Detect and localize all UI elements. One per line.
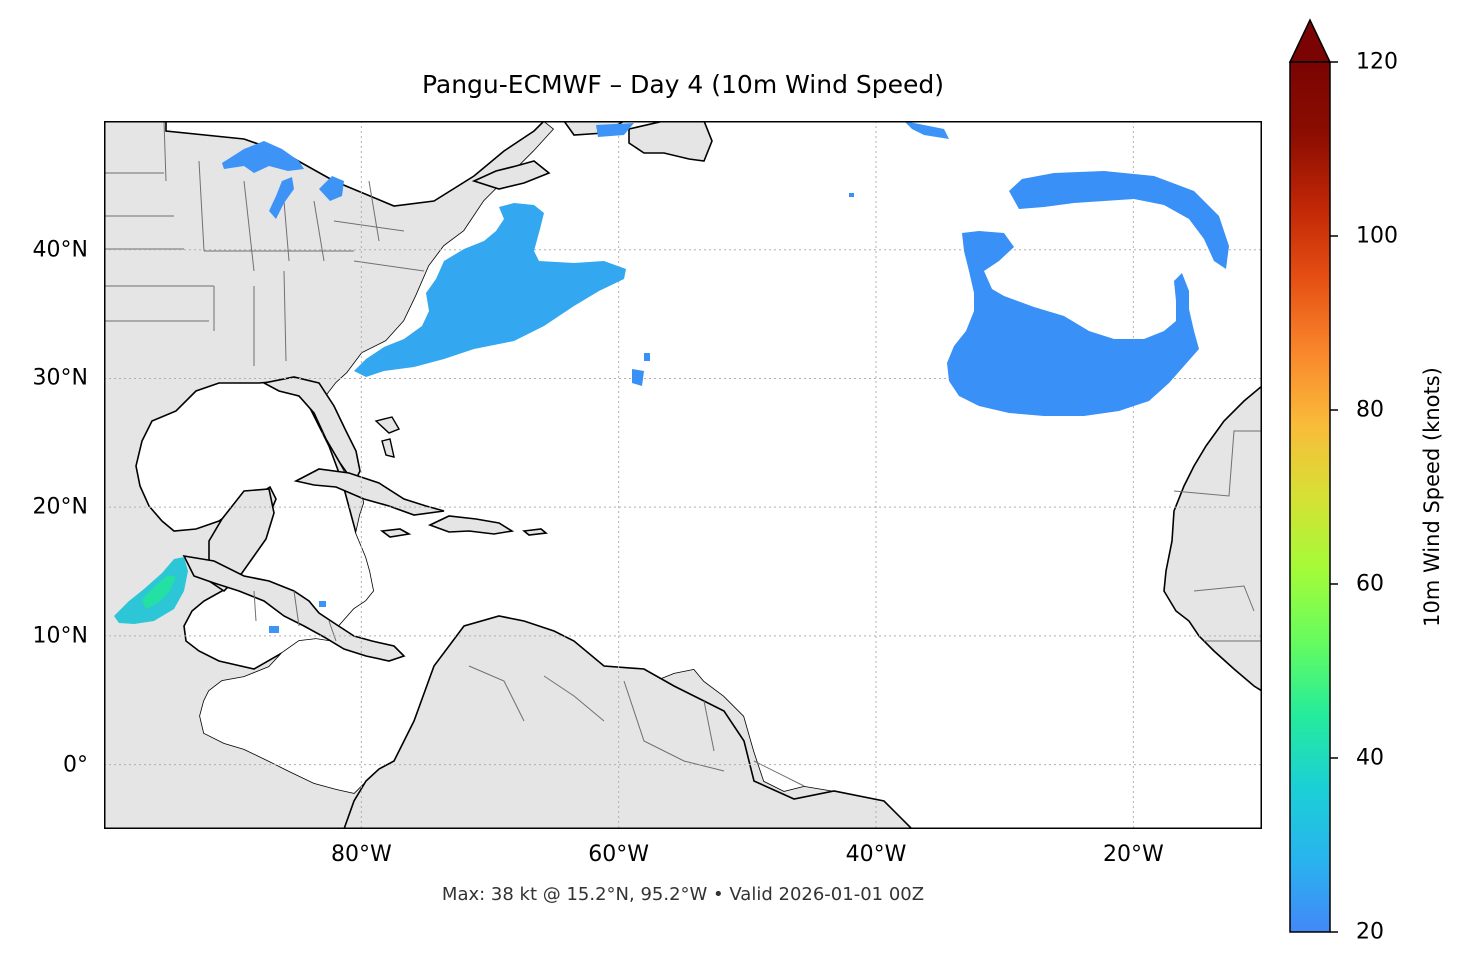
land-west-africa (1163, 384, 1262, 692)
land-south-america (343, 615, 914, 829)
lat-tick-label: 30°N (32, 365, 88, 391)
colorbar-gradient (1289, 61, 1331, 933)
colorbar-ticks (1330, 61, 1338, 933)
land-jamaica (379, 528, 412, 538)
lon-tick-label: 80°W (330, 842, 392, 867)
land-yucatan (208, 488, 275, 593)
lon-tick-label: 20°W (1102, 842, 1164, 867)
land-hispaniola (427, 515, 515, 535)
land-newfoundland (628, 121, 713, 162)
lon-tick-label: 60°W (588, 842, 650, 867)
colorbar-tick-label: 80 (1356, 397, 1384, 423)
map-footer: Max: 38 kt @ 15.2°N, 95.2°W • Valid 2026… (441, 884, 925, 905)
map-canvas[interactable] (104, 121, 1262, 829)
colorbar-tick-label: 60 (1356, 571, 1384, 597)
wind-region-great-lakes (222, 141, 344, 219)
wind-speed-shading (114, 121, 1229, 633)
colorbar-tick-label: 20 (1356, 919, 1384, 945)
lat-tick-label: 0° (63, 752, 88, 778)
wind-region-ne-atlantic (947, 231, 1199, 416)
wind-region-us-east-coast (354, 203, 626, 377)
lat-tick-label: 40°N (32, 237, 88, 263)
wind-region-central-america-spots (269, 601, 326, 633)
land-nova-scotia (471, 160, 551, 190)
land-puerto-rico (522, 528, 548, 536)
land-cuba (293, 468, 445, 516)
map-border (104, 121, 1262, 829)
map-title: Pangu-ECMWF – Day 4 (10m Wind Speed) (421, 70, 945, 99)
colorbar-extend-arrow (1288, 18, 1332, 63)
colorbar-tick-label: 40 (1356, 745, 1384, 771)
colorbar-tick-label: 120 (1356, 49, 1398, 75)
lat-tick-label: 20°N (32, 494, 88, 520)
land-bahamas (374, 416, 401, 458)
wind-region-ne-atlantic-arc (1009, 171, 1229, 269)
lat-tick-label: 10°N (32, 623, 88, 649)
colorbar-label: 10m Wind Speed (knots) (1420, 367, 1444, 627)
lon-tick-label: 40°W (845, 842, 907, 867)
wind-region-tehuantepec-core (142, 575, 176, 609)
map-panel[interactable] (104, 121, 1262, 829)
colorbar (1288, 18, 1338, 933)
land-central-america (182, 554, 406, 662)
colorbar-tick-label: 100 (1356, 223, 1398, 249)
political-borders (104, 121, 1262, 787)
